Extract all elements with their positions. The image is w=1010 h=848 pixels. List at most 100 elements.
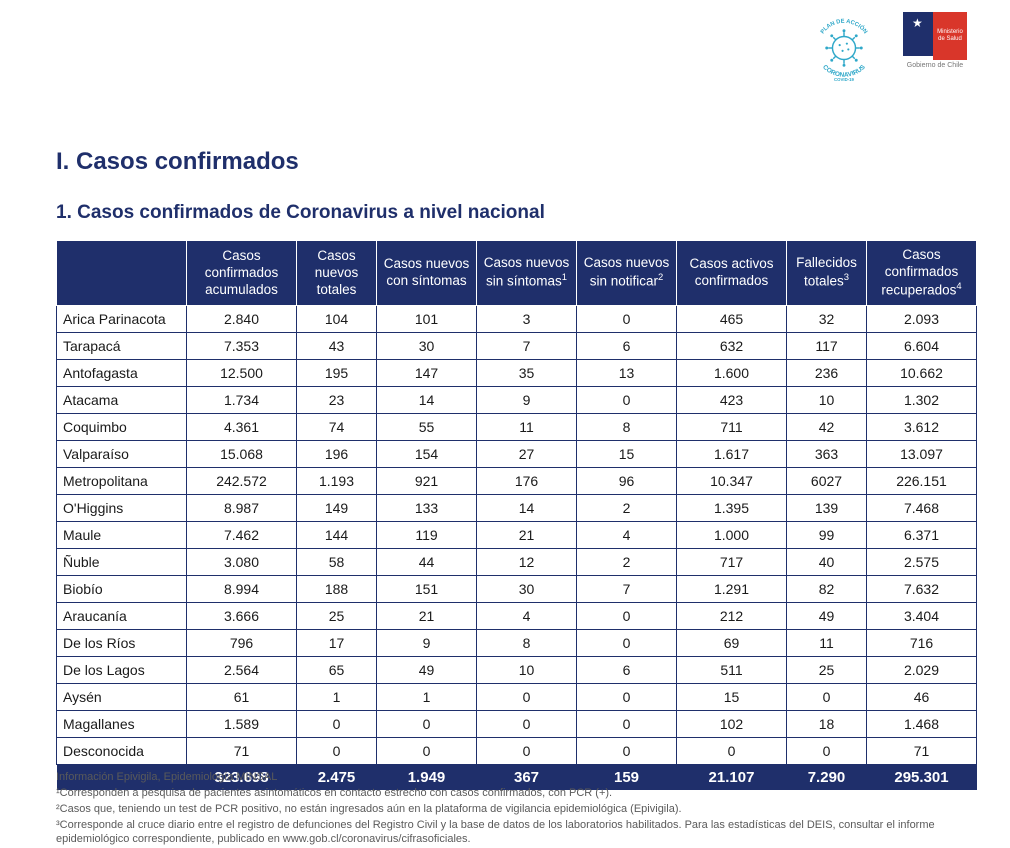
- table-row: Metropolitana242.5721.1939211769610.3476…: [57, 468, 977, 495]
- value-cell: 10: [477, 657, 577, 684]
- table-body: Arica Parinacota2.84010410130465322.093T…: [57, 306, 977, 765]
- value-cell: 1.468: [867, 711, 977, 738]
- value-cell: 8.987: [187, 495, 297, 522]
- value-cell: 17: [297, 630, 377, 657]
- value-cell: 8: [477, 630, 577, 657]
- col-header: Fallecidos totales3: [787, 241, 867, 306]
- value-cell: 0: [377, 738, 477, 765]
- value-cell: 2.575: [867, 549, 977, 576]
- value-cell: 82: [787, 576, 867, 603]
- value-cell: 35: [477, 360, 577, 387]
- value-cell: 144: [297, 522, 377, 549]
- value-cell: 3.666: [187, 603, 297, 630]
- table-row: De los Ríos796179806911716: [57, 630, 977, 657]
- value-cell: 4: [477, 603, 577, 630]
- value-cell: 7: [577, 576, 677, 603]
- value-cell: 74: [297, 414, 377, 441]
- footnote-line: ¹Corresponden a pesquisa de pacientes as…: [56, 786, 956, 801]
- value-cell: 71: [187, 738, 297, 765]
- value-cell: 6027: [787, 468, 867, 495]
- logo-bar: PLAN DE ACCIÓN CORONAVIRUS COVID-19 ★ Mi…: [808, 12, 980, 84]
- value-cell: 242.572: [187, 468, 297, 495]
- value-cell: 9: [477, 387, 577, 414]
- col-header: [57, 241, 187, 306]
- value-cell: 1.291: [677, 576, 787, 603]
- footnote-line: ²Casos que, teniendo un test de PCR posi…: [56, 802, 956, 817]
- subsection-heading: 1. Casos confirmados de Coronavirus a ni…: [56, 202, 545, 224]
- region-cell: De los Lagos: [57, 657, 187, 684]
- value-cell: 27: [477, 441, 577, 468]
- value-cell: 104: [297, 306, 377, 333]
- value-cell: 12: [477, 549, 577, 576]
- value-cell: 1: [297, 684, 377, 711]
- value-cell: 8.994: [187, 576, 297, 603]
- value-cell: 0: [377, 711, 477, 738]
- footnotes: Información Epivigila, Epidemiología MIN…: [56, 770, 956, 848]
- region-cell: Arica Parinacota: [57, 306, 187, 333]
- value-cell: 3.080: [187, 549, 297, 576]
- value-cell: 0: [577, 306, 677, 333]
- table-row: Tarapacá7.3534330766321176.604: [57, 333, 977, 360]
- value-cell: 99: [787, 522, 867, 549]
- value-cell: 195: [297, 360, 377, 387]
- value-cell: 15: [677, 684, 787, 711]
- value-cell: 1.734: [187, 387, 297, 414]
- value-cell: 65: [297, 657, 377, 684]
- value-cell: 0: [477, 738, 577, 765]
- value-cell: 58: [297, 549, 377, 576]
- col-header: Casos confirmados recuperados4: [867, 241, 977, 306]
- col-header: Casos confirmados acumulados: [187, 241, 297, 306]
- value-cell: 7: [477, 333, 577, 360]
- value-cell: 0: [577, 684, 677, 711]
- value-cell: 4.361: [187, 414, 297, 441]
- value-cell: 96: [577, 468, 677, 495]
- value-cell: 10: [787, 387, 867, 414]
- value-cell: 1.302: [867, 387, 977, 414]
- region-cell: Metropolitana: [57, 468, 187, 495]
- ministry-logo: ★ Ministerio de Salud Gobierno de Chile: [890, 12, 980, 84]
- value-cell: 25: [787, 657, 867, 684]
- region-cell: Tarapacá: [57, 333, 187, 360]
- value-cell: 2.840: [187, 306, 297, 333]
- value-cell: 0: [577, 603, 677, 630]
- value-cell: 69: [677, 630, 787, 657]
- value-cell: 212: [677, 603, 787, 630]
- value-cell: 0: [677, 738, 787, 765]
- region-cell: Desconocida: [57, 738, 187, 765]
- value-cell: 423: [677, 387, 787, 414]
- table-row: Atacama1.734231490423101.302: [57, 387, 977, 414]
- table-row: Maule7.4621441192141.000996.371: [57, 522, 977, 549]
- value-cell: 1.589: [187, 711, 297, 738]
- value-cell: 71: [867, 738, 977, 765]
- value-cell: 921: [377, 468, 477, 495]
- value-cell: 0: [577, 630, 677, 657]
- value-cell: 2.093: [867, 306, 977, 333]
- ministry-label: Ministerio de Salud: [935, 29, 965, 42]
- value-cell: 0: [577, 387, 677, 414]
- region-cell: Antofagasta: [57, 360, 187, 387]
- value-cell: 25: [297, 603, 377, 630]
- svg-text:COVID-19: COVID-19: [834, 77, 854, 82]
- cases-table: Casos confirmados acumulados Casos nuevos…: [56, 240, 977, 790]
- table-row: Antofagasta12.50019514735131.60023610.66…: [57, 360, 977, 387]
- value-cell: 61: [187, 684, 297, 711]
- table-row: Biobío8.9941881513071.291827.632: [57, 576, 977, 603]
- value-cell: 465: [677, 306, 787, 333]
- value-cell: 9: [377, 630, 477, 657]
- value-cell: 0: [577, 738, 677, 765]
- value-cell: 2.029: [867, 657, 977, 684]
- value-cell: 1.600: [677, 360, 787, 387]
- value-cell: 796: [187, 630, 297, 657]
- value-cell: 0: [787, 684, 867, 711]
- value-cell: 2: [577, 495, 677, 522]
- table-row: Desconocida7100000071: [57, 738, 977, 765]
- value-cell: 0: [297, 738, 377, 765]
- value-cell: 711: [677, 414, 787, 441]
- col-header: Casos nuevos sin síntomas1: [477, 241, 577, 306]
- cases-table-wrap: Casos confirmados acumulados Casos nuevos…: [56, 240, 956, 790]
- value-cell: 40: [787, 549, 867, 576]
- value-cell: 7.632: [867, 576, 977, 603]
- value-cell: 12.500: [187, 360, 297, 387]
- value-cell: 102: [677, 711, 787, 738]
- value-cell: 149: [297, 495, 377, 522]
